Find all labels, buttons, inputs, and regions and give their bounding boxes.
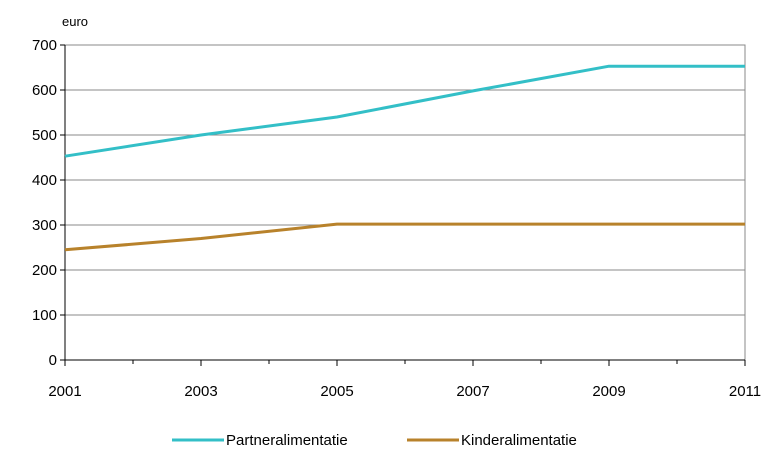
x-tick-label-2009: 2009 [592, 383, 625, 400]
y-tick-label-0: 0 [49, 352, 57, 369]
y-tick-label-300: 300 [32, 217, 57, 234]
y-tick-label-500: 500 [32, 127, 57, 144]
legend: Partneralimentatie Kinderalimentatie [172, 432, 577, 449]
series-line-partneralimentatie [64, 64, 745, 158]
legend-label-partneralimentatie: Partneralimentatie [226, 432, 348, 449]
axes: 0 100 200 300 400 500 600 700 2001 2003 2005 2007 20… [32, 37, 761, 400]
y-tick-label-400: 400 [32, 172, 57, 189]
y-axis-unit-label: euro [62, 14, 88, 29]
x-tick-label-2001: 2001 [48, 383, 81, 400]
x-tick-label-2005: 2005 [320, 383, 353, 400]
y-tick-label-600: 600 [32, 82, 57, 99]
y-tick-label-200: 200 [32, 262, 57, 279]
x-tick-label-2011: 2011 [729, 383, 761, 400]
y-tick-label-700: 700 [32, 37, 57, 54]
x-tick-label-2003: 2003 [184, 383, 217, 400]
x-tick-label-2007: 2007 [456, 383, 489, 400]
y-tick-label-100: 100 [32, 307, 57, 324]
series-lines [64, 64, 745, 252]
series-line-kinderalimentatie [64, 222, 745, 252]
legend-label-kinderalimentatie: Kinderalimentatie [461, 432, 577, 449]
